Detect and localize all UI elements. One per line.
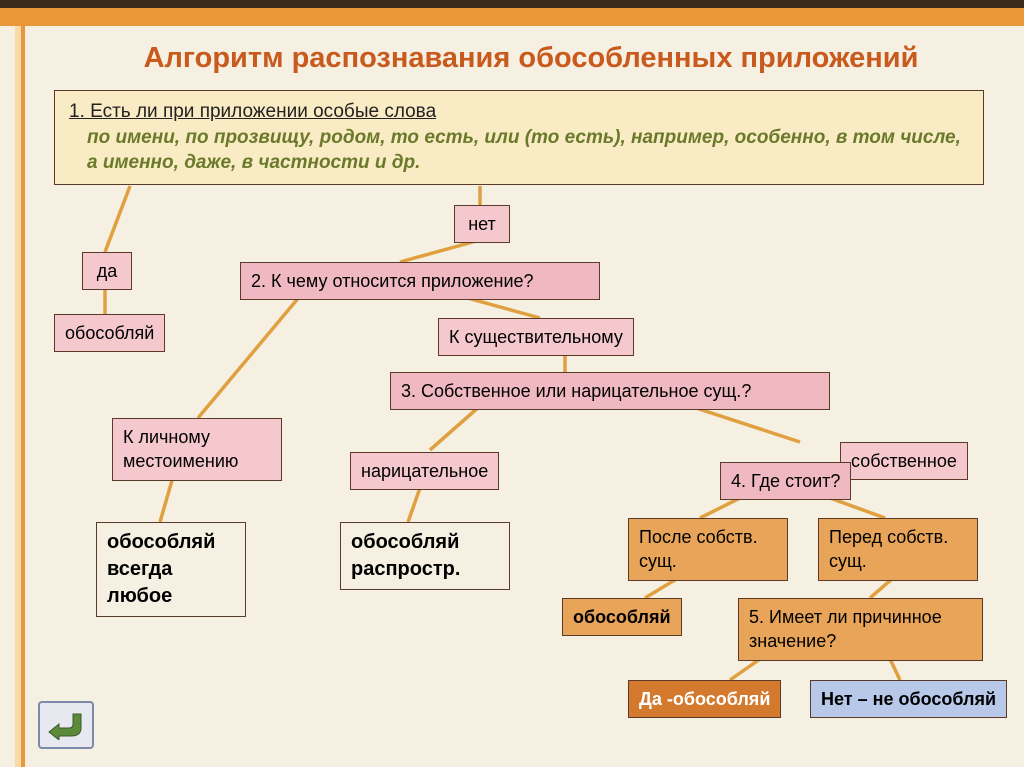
q3-box: 3. Собственное или нарицательное сущ.? [390, 372, 830, 410]
accent-bar [0, 8, 1024, 26]
node-proper: собственное [840, 442, 968, 480]
q1-heading: 1. Есть ли при приложении особые слова [69, 99, 969, 125]
node-before-proper: Перед собств. сущ. [818, 518, 978, 581]
node-yes-isolate: Да -обособляй [628, 680, 781, 718]
node-no-not-isolate: Нет – не обособляй [810, 680, 1007, 718]
node-to-noun: К существительному [438, 318, 634, 356]
node-no1: нет [454, 205, 510, 243]
side-bar [15, 26, 25, 767]
back-arrow-icon [47, 710, 85, 740]
node-isolate-spread: обособляй распростр. [340, 522, 510, 590]
q4-box: 4. Где стоит? [720, 462, 851, 500]
back-button[interactable] [38, 701, 94, 749]
node-isolate3: обособляй [562, 598, 682, 636]
q1-words: по имени, по прозвищу, родом, то есть, и… [87, 125, 969, 176]
q5-box: 5. Имеет ли причинное значение? [738, 598, 983, 661]
top-bar [0, 0, 1024, 8]
q2-box: 2. К чему относится приложение? [240, 262, 600, 300]
q1-box: 1. Есть ли при приложении особые слова п… [54, 90, 984, 185]
node-isolate1: обособляй [54, 314, 165, 352]
node-common: нарицательное [350, 452, 499, 490]
node-to-pronoun: К личному местоимению [112, 418, 282, 481]
page-title: Алгоритм распознавания обособленных прил… [68, 42, 994, 75]
node-isolate-always: обособляй всегда любое [96, 522, 246, 617]
node-after-proper: После собств. сущ. [628, 518, 788, 581]
node-yes1: да [82, 252, 132, 290]
